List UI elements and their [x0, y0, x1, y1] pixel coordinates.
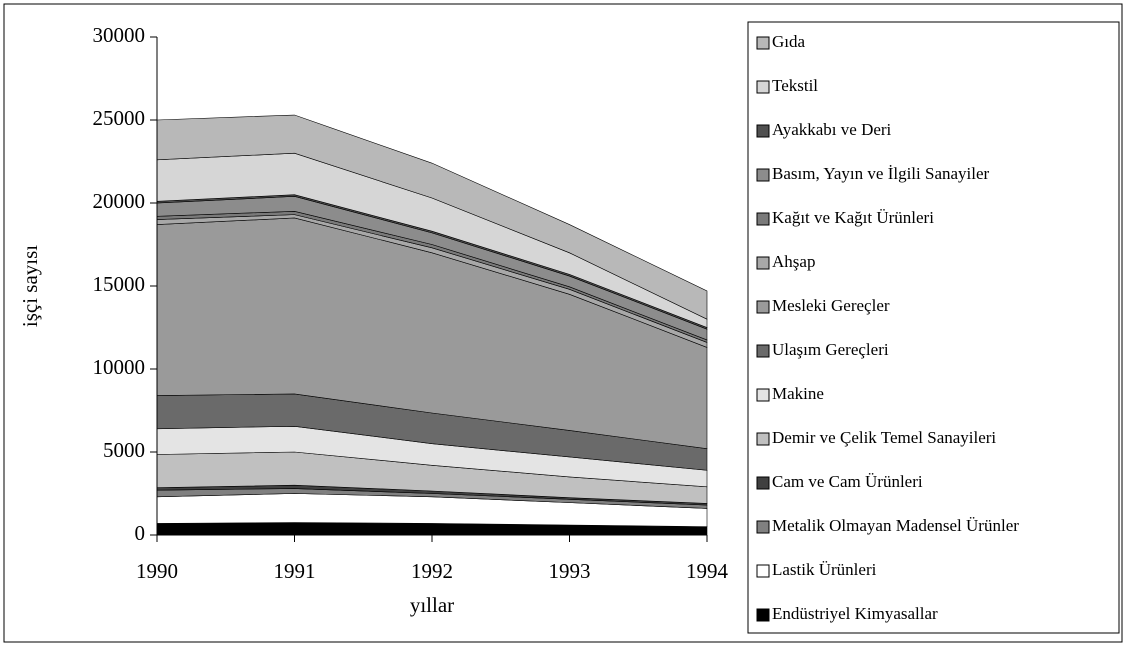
- legend-swatch: [756, 520, 770, 534]
- y-tick-label: 0: [135, 521, 146, 545]
- legend-label: Demir ve Çelik Temel Sanayileri: [772, 428, 996, 447]
- legend-label: Gıda: [772, 32, 806, 51]
- legend-swatch: [756, 344, 770, 358]
- legend-swatch: [756, 476, 770, 490]
- legend-swatch: [756, 608, 770, 622]
- legend-label: Metalik Olmayan Madensel Ürünler: [772, 516, 1019, 535]
- y-tick-label: 30000: [93, 23, 146, 47]
- y-tick-label: 15000: [93, 272, 146, 296]
- legend-label: Kağıt ve Kağıt Ürünleri: [772, 208, 934, 227]
- legend-swatch: [756, 432, 770, 446]
- x-tick-label: 1994: [686, 559, 729, 583]
- legend-swatch: [756, 124, 770, 138]
- y-axis-label: işçi sayısı: [18, 245, 42, 327]
- legend-label: Ahşap: [772, 252, 815, 271]
- legend-label: Ulaşım Gereçleri: [772, 340, 889, 359]
- legend-label: Cam ve Cam Ürünleri: [772, 472, 923, 491]
- legend-label: Ayakkabı ve Deri: [772, 120, 892, 139]
- legend-swatch: [756, 300, 770, 314]
- legend-label: Lastik Ürünleri: [772, 560, 877, 579]
- y-tick-label: 20000: [93, 189, 146, 213]
- legend-label: Mesleki Gereçler: [772, 296, 890, 315]
- x-tick-label: 1992: [411, 559, 453, 583]
- y-tick-label: 5000: [103, 438, 145, 462]
- legend-swatch: [756, 36, 770, 50]
- legend-swatch: [756, 256, 770, 270]
- y-tick-label: 25000: [93, 106, 146, 130]
- x-tick-label: 1993: [549, 559, 591, 583]
- legend-box: [747, 21, 1120, 634]
- legend-swatch: [756, 564, 770, 578]
- legend-swatch: [756, 168, 770, 182]
- y-tick-label: 10000: [93, 355, 146, 379]
- legend-label: Makine: [772, 384, 824, 403]
- legend-swatch: [756, 388, 770, 402]
- legend-swatch: [756, 80, 770, 94]
- x-tick-label: 1991: [274, 559, 316, 583]
- x-axis-label: yıllar: [410, 593, 454, 617]
- legend-label: Tekstil: [772, 76, 818, 95]
- legend-label: Endüstriyel Kimyasallar: [772, 604, 938, 623]
- x-tick-label: 1990: [136, 559, 178, 583]
- legend-label: Basım, Yayın ve İlgili Sanayiler: [772, 164, 990, 183]
- area: [156, 114, 708, 320]
- legend-swatch: [756, 212, 770, 226]
